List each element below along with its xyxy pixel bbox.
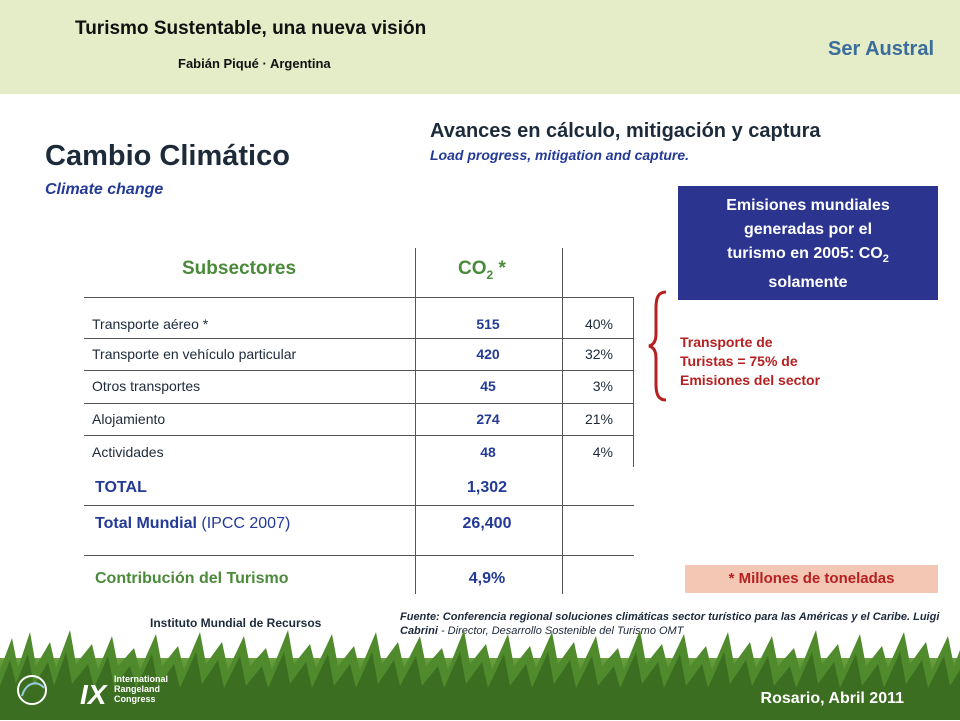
header-subsectores: Subsectores	[182, 258, 297, 279]
header-co2: CO2 *	[458, 258, 506, 282]
emissions-info-box: Emisiones mundiales generadas por el tur…	[678, 186, 938, 300]
slide-subtitle: Climate change	[45, 181, 164, 198]
event-date: Rosario, Abril 2011	[760, 690, 904, 707]
contribution-label: Contribución del Turismo	[95, 570, 289, 587]
contribution-value: 4,9%	[468, 570, 506, 587]
table-rule	[84, 435, 634, 436]
table-rule	[84, 505, 634, 506]
congress-logo-image: IX International Rangeland Congress	[17, 674, 168, 710]
table-rule	[84, 338, 634, 339]
grass-footer-image	[0, 630, 960, 720]
presentation-title: Turismo Sustentable, una nueva visión	[75, 18, 427, 39]
header-co2-main: CO	[458, 258, 487, 279]
info-line-1: Emisiones mundiales	[726, 197, 890, 214]
congress-logo: IX International Rangeland Congress	[8, 668, 178, 716]
row-percent: 21%	[584, 411, 613, 427]
table-rule	[84, 297, 634, 298]
world-total-label: Total Mundial (IPCC 2007)	[95, 515, 290, 533]
author-line: Fabián Piqué · Argentina	[178, 56, 331, 71]
logo-roman: IX	[80, 679, 109, 710]
table-divider-2	[562, 248, 563, 594]
logo-line-3: Congress	[114, 694, 156, 704]
transport-annotation: Transporte de Turistas = 75% de Emisione…	[680, 333, 820, 390]
total-label: TOTAL	[95, 479, 147, 496]
logo-line-2: Rangeland	[114, 684, 160, 694]
row-percent: 4%	[592, 444, 613, 460]
row-label: Transporte en vehículo particular	[92, 346, 297, 362]
row-label: Transporte aéreo *	[92, 316, 209, 332]
units-note: * Millones de toneladas	[685, 565, 938, 593]
annotation-line-3: Emisiones del sector	[680, 372, 821, 388]
row-percent: 3%	[592, 378, 613, 394]
world-total-value: 26,400	[462, 515, 512, 532]
row-value: 45	[480, 378, 496, 394]
row-value: 48	[480, 444, 496, 460]
world-total-label-bold: Total Mundial	[95, 515, 197, 532]
row-value: 274	[476, 411, 500, 427]
source-citation-role: - Director, Desarrollo Sostenible del Tu…	[437, 625, 684, 637]
row-label: Alojamiento	[92, 411, 166, 427]
header-co2-sub: 2	[486, 267, 494, 282]
table-divider-1	[415, 248, 416, 594]
info-subscript: 2	[882, 253, 889, 266]
table-divider-3	[633, 297, 634, 467]
info-line-3-text: turismo en 2005: CO	[727, 245, 883, 262]
total-value: 1,302	[466, 479, 508, 496]
annotation-line-2: Turistas = 75% de	[680, 353, 798, 369]
section-title: Avances en cálculo, mitigación y captura	[430, 120, 821, 142]
row-label: Otros transportes	[92, 378, 201, 394]
section-subtitle: Load progress, mitigation and capture.	[430, 147, 690, 163]
source-citation-main: Fuente: Conferencia regional soluciones …	[400, 611, 940, 637]
header-co2-tail: *	[493, 258, 506, 279]
world-total-label-source: (IPCC 2007)	[196, 515, 291, 532]
institute-credit: Instituto Mundial de Recursos	[150, 616, 322, 630]
annotation-line-1: Transporte de	[680, 334, 773, 350]
brand-name: Ser Austral	[828, 38, 934, 60]
row-percent: 40%	[584, 316, 613, 332]
logo-line-1: International	[114, 674, 168, 684]
table-rule	[84, 370, 634, 371]
source-citation: Fuente: Conferencia regional soluciones …	[400, 610, 945, 638]
slide-title: Cambio Climático	[45, 140, 290, 172]
row-label: Actividades	[92, 444, 164, 460]
row-percent: 32%	[584, 346, 613, 362]
info-line-2: generadas por el	[743, 221, 873, 238]
info-line-3: turismo en 2005: CO2	[678, 242, 938, 271]
header-bar: Turismo Sustentable, una nueva visión Fa…	[0, 0, 960, 94]
row-value: 420	[476, 346, 500, 362]
table-rule	[84, 555, 634, 556]
row-value: 515	[476, 316, 500, 332]
info-line-4: solamente	[768, 274, 848, 292]
table-rule	[84, 403, 634, 404]
curly-brace-icon	[648, 290, 667, 402]
